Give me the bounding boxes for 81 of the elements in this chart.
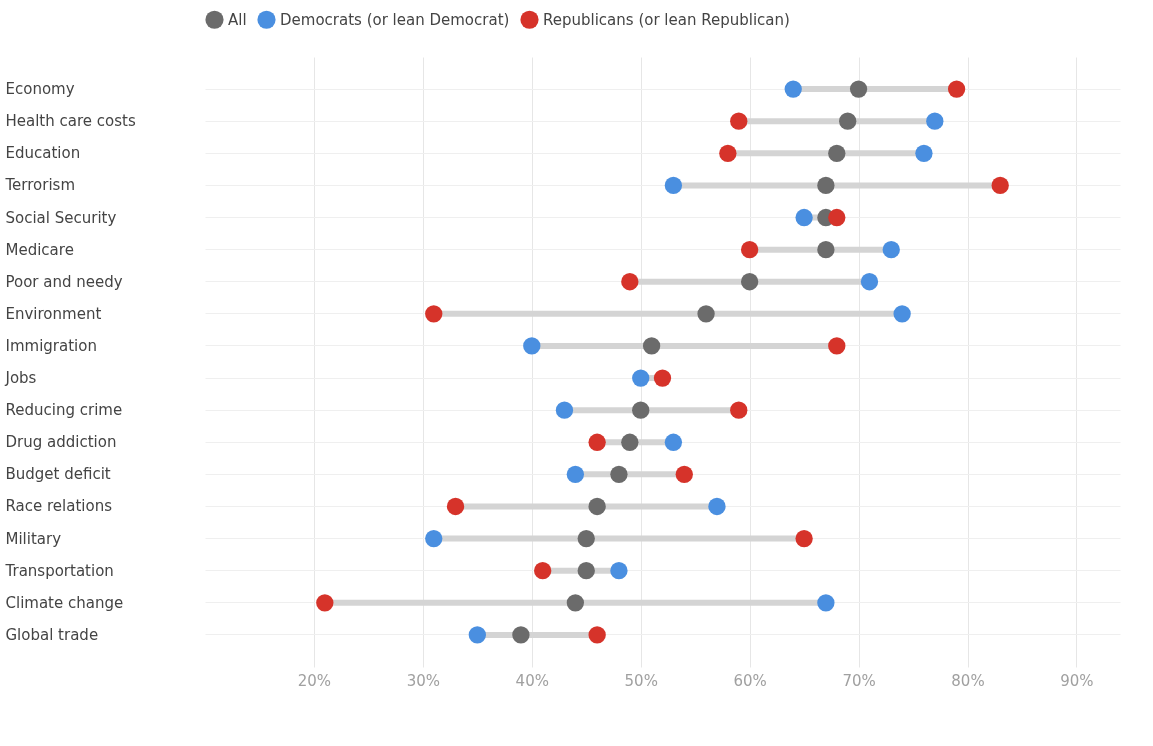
point xyxy=(555,401,574,419)
y-tick-label: Medicare xyxy=(5,240,74,259)
point xyxy=(795,208,813,227)
point xyxy=(795,529,813,548)
point xyxy=(588,497,606,516)
point xyxy=(566,465,585,484)
point xyxy=(512,626,530,644)
point xyxy=(577,529,595,548)
y-tick-label: Climate change xyxy=(5,593,124,612)
point xyxy=(534,562,552,580)
y-tick-label: Social Security xyxy=(5,208,117,227)
point xyxy=(882,240,900,259)
y-tick-label: Environment xyxy=(5,304,102,323)
point xyxy=(817,240,835,259)
y-tick-label: Jobs xyxy=(4,369,37,388)
y-tick-label: Poor and needy xyxy=(5,272,123,291)
point xyxy=(621,273,639,291)
y-tick-label: Terrorism xyxy=(4,176,76,195)
point xyxy=(915,144,933,162)
point xyxy=(588,433,606,451)
point xyxy=(675,465,693,484)
point xyxy=(446,497,465,516)
point xyxy=(926,112,944,130)
point xyxy=(893,305,911,323)
y-tick-label: Budget deficit xyxy=(5,465,111,484)
legend-label: All xyxy=(228,10,247,29)
point xyxy=(468,626,486,644)
point xyxy=(610,465,628,484)
point xyxy=(566,594,585,612)
point xyxy=(653,369,672,387)
point xyxy=(588,626,606,644)
point xyxy=(740,240,759,259)
x-tick-label: 70% xyxy=(842,671,876,690)
point xyxy=(828,208,846,227)
point xyxy=(697,305,715,323)
x-tick-label: 60% xyxy=(733,671,767,690)
x-tick-label: 30% xyxy=(406,671,441,690)
point xyxy=(642,337,661,355)
y-tick-label: Military xyxy=(5,529,62,548)
point xyxy=(947,80,966,98)
x-tick-label: 50% xyxy=(624,671,658,690)
legend-label: Democrats (or lean Democrat) xyxy=(280,10,510,29)
y-tick-label: Drug addiction xyxy=(5,433,117,452)
y-tick-label: Economy xyxy=(5,80,75,99)
point xyxy=(849,80,868,98)
y-tick-label: Education xyxy=(5,144,81,163)
point xyxy=(523,337,541,355)
point xyxy=(316,594,334,612)
point xyxy=(621,433,639,451)
y-tick-label: Transportation xyxy=(4,561,114,580)
point xyxy=(784,80,802,98)
y-tick-label: Global trade xyxy=(5,625,99,644)
point xyxy=(425,305,443,323)
point xyxy=(991,176,1009,195)
point xyxy=(664,433,683,451)
y-tick-label: Race relations xyxy=(5,497,113,516)
x-tick-label: 20% xyxy=(297,671,332,690)
point xyxy=(740,273,759,291)
y-tick-label: Health care costs xyxy=(5,112,136,131)
point xyxy=(817,594,835,612)
point xyxy=(730,112,748,130)
y-tick-label: Reducing crime xyxy=(5,401,123,420)
point xyxy=(577,562,595,580)
point xyxy=(632,369,650,387)
point xyxy=(839,112,857,130)
point xyxy=(828,144,846,162)
y-tick-label: Immigration xyxy=(5,336,97,355)
point xyxy=(664,176,683,195)
point xyxy=(730,401,748,419)
point xyxy=(860,273,879,291)
point xyxy=(719,144,737,162)
point xyxy=(708,497,726,516)
legend-label: Republicans (or lean Republican) xyxy=(543,10,790,29)
point xyxy=(632,401,650,419)
point xyxy=(828,337,846,355)
x-tick-label: 90% xyxy=(1060,671,1094,690)
point xyxy=(610,562,628,580)
point xyxy=(817,176,835,195)
point xyxy=(425,529,443,548)
x-tick-label: 40% xyxy=(515,671,549,690)
x-tick-label: 80% xyxy=(951,671,985,690)
